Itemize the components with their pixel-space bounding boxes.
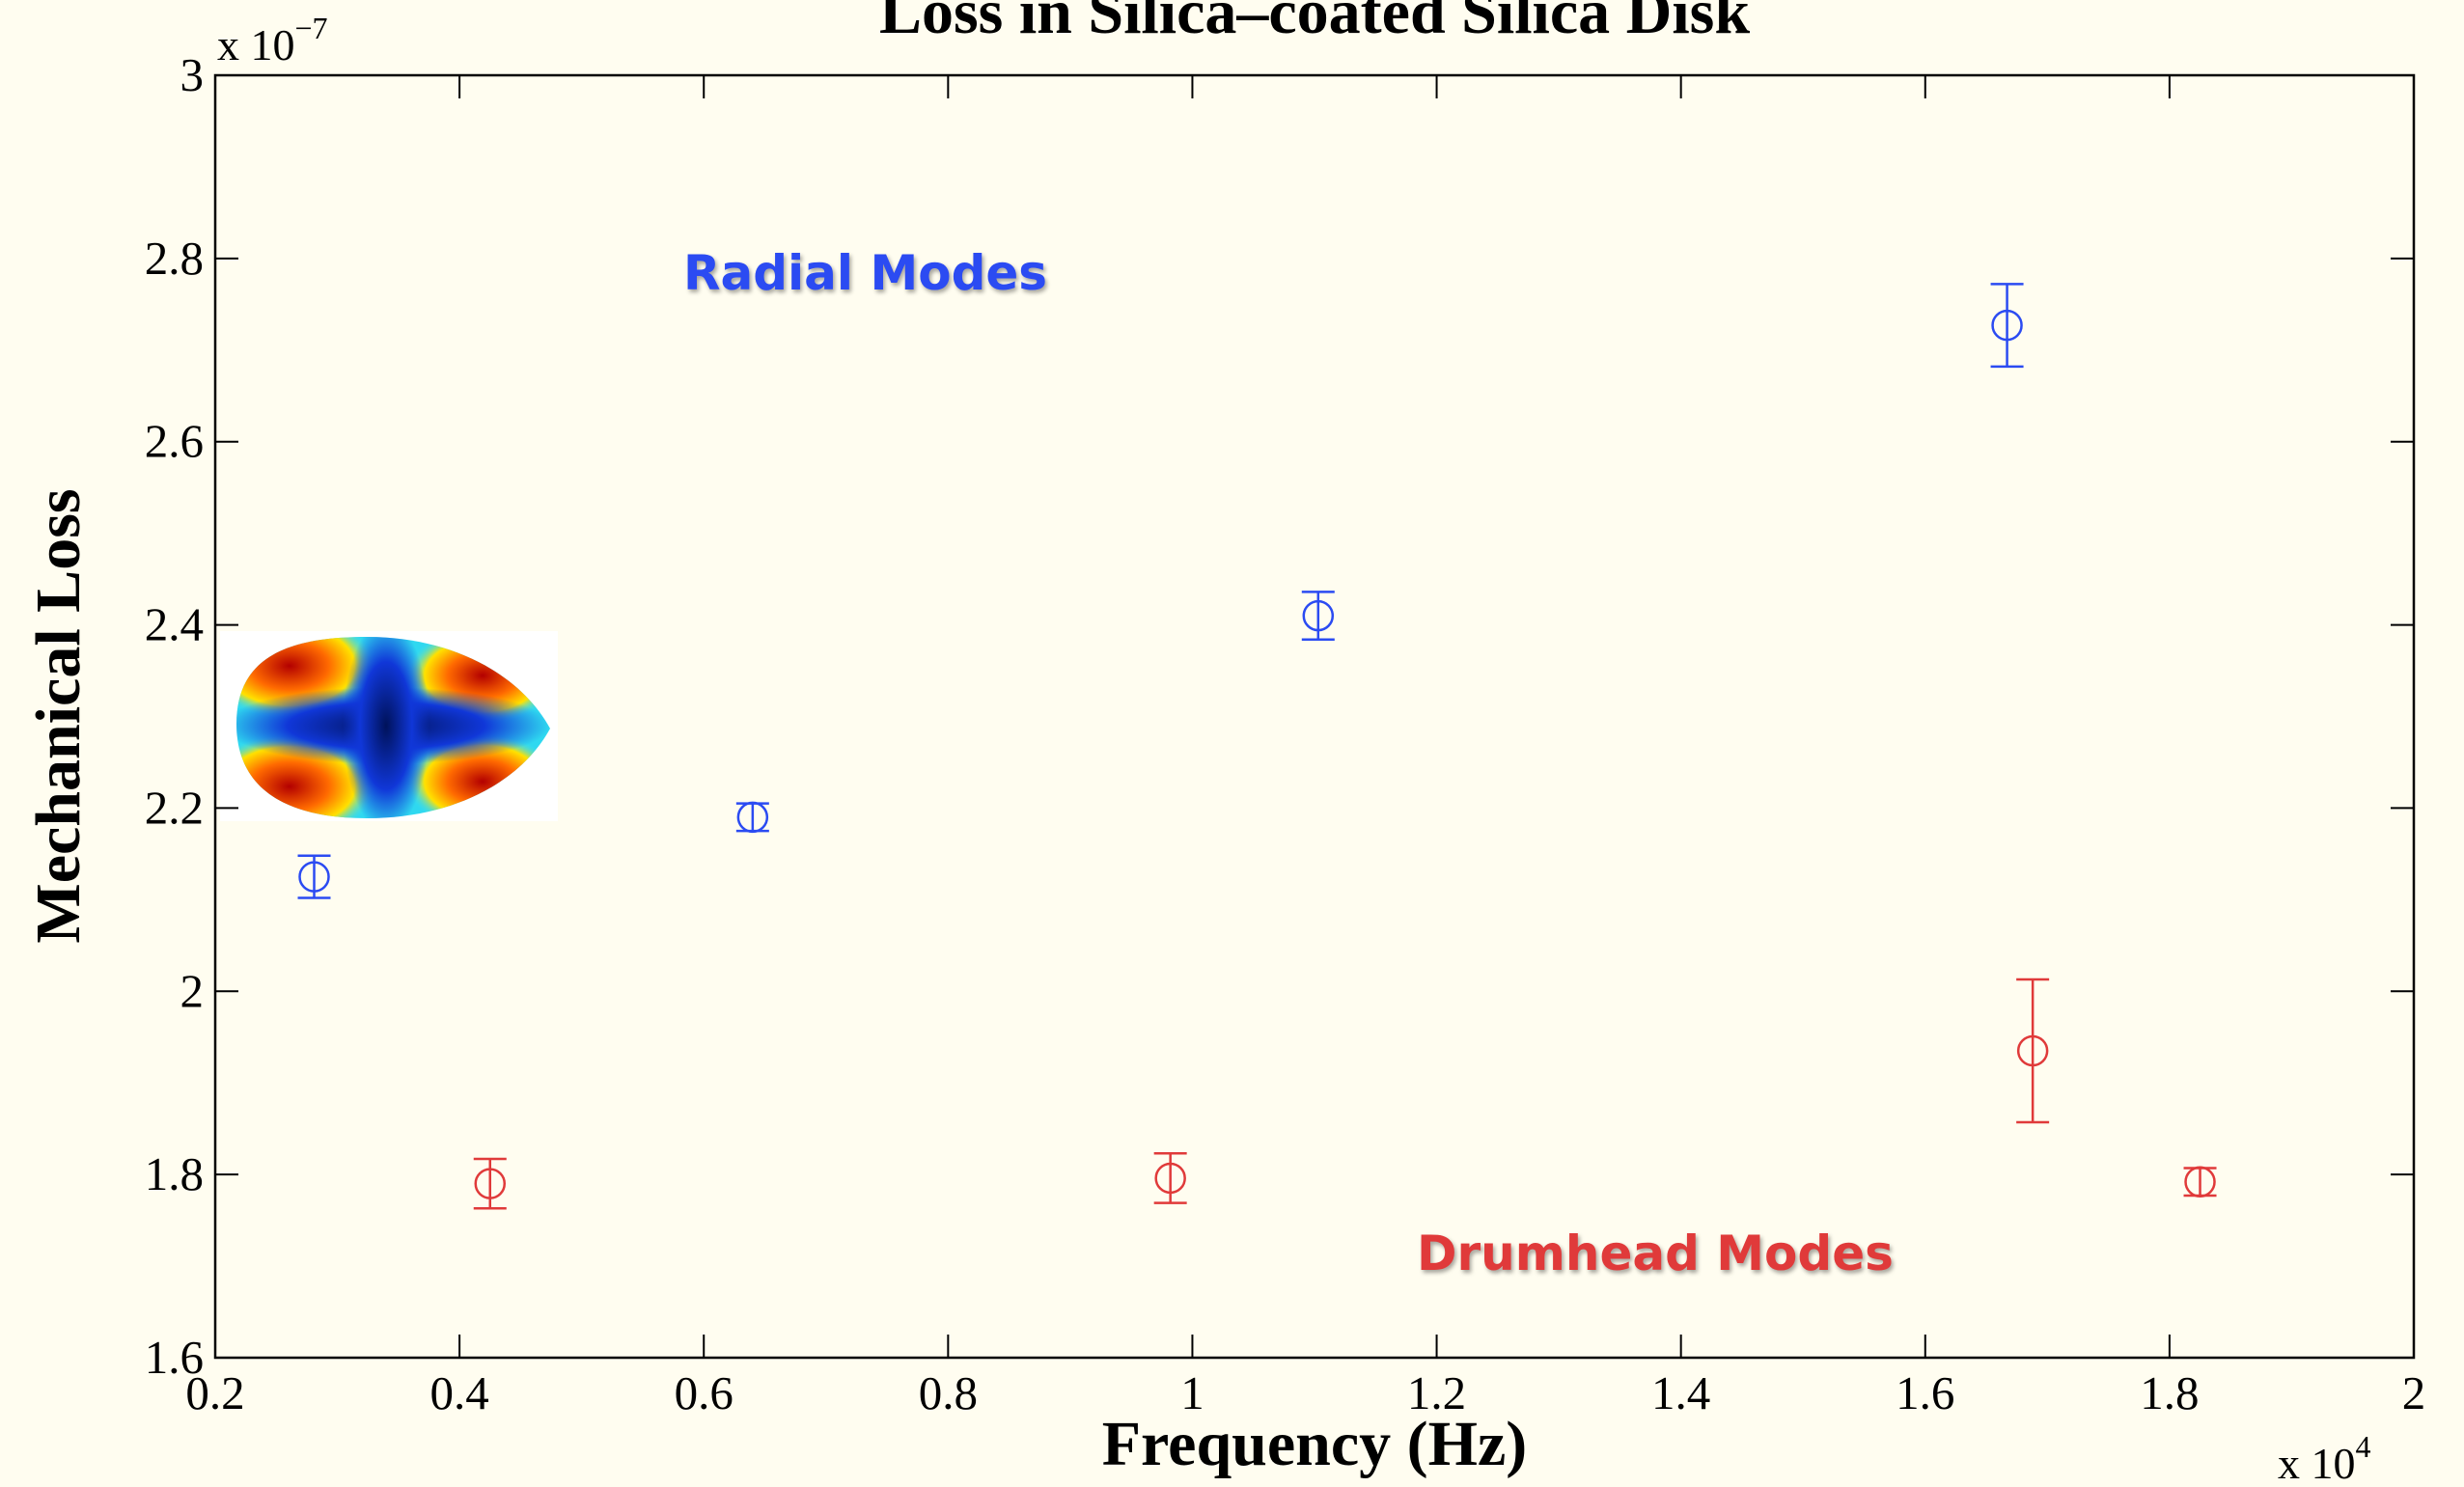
y-tick-label: 2 [180,964,205,1017]
y-tick-label: 1.6 [145,1331,204,1384]
chart-title: Loss in Silica–coated Silica Disk [879,0,1750,47]
series-annotation: Radial Modes [683,245,1047,301]
data-point [2184,1166,2216,1198]
x-tick-label: 2 [2402,1366,2426,1419]
x-multiplier-base: x 10 [2278,1439,2356,1487]
y-tick-label: 2.4 [145,598,204,651]
mode-shape-inset [220,631,558,821]
data-point [474,1168,506,1199]
y-multiplier-exponent: −7 [295,11,328,45]
series-annotation: Drumhead Modes [1417,1225,1894,1281]
x-tick-label: 0.4 [429,1366,488,1419]
y-tick-label: 2.8 [145,232,204,285]
y-multiplier-base: x 10 [217,20,295,69]
x-tick-label: 0.2 [185,1366,244,1419]
y-tick-label: 2.6 [145,415,204,468]
plot-frame [213,73,2416,1360]
x-tick-label: 1.2 [1407,1366,1466,1419]
y-multiplier: x 10−7 [217,11,328,69]
y-axis-label: Mechanical Loss [23,488,94,943]
x-tick-label: 1.8 [2140,1366,2199,1419]
data-point [1154,1162,1186,1195]
error-bar [473,1157,507,1210]
y-tick-label: 1.8 [145,1147,204,1200]
x-multiplier-exponent: 4 [2356,1429,2371,1464]
error-bar [1301,591,1335,642]
x-tick-label: 0.8 [919,1366,978,1419]
data-point [298,861,330,893]
x-tick-label: 0.6 [675,1366,734,1419]
data-point [736,801,769,834]
data-point [2016,1034,2049,1067]
y-tick-label: 2.2 [145,781,204,834]
error-bar [1990,283,2024,369]
x-axis-label: Frequency (Hz) [1102,1409,1528,1479]
error-bar [2016,978,2050,1124]
x-multiplier: x 104 [2278,1429,2371,1487]
x-tick-label: 1.6 [1896,1366,1954,1419]
error-bar [1153,1152,1187,1204]
x-tick-label: 1.4 [1651,1366,1710,1419]
data-point [1991,309,2023,342]
y-tick-label: 3 [180,48,205,101]
data-point [1302,599,1335,632]
x-tick-label: 1 [1180,1366,1204,1419]
